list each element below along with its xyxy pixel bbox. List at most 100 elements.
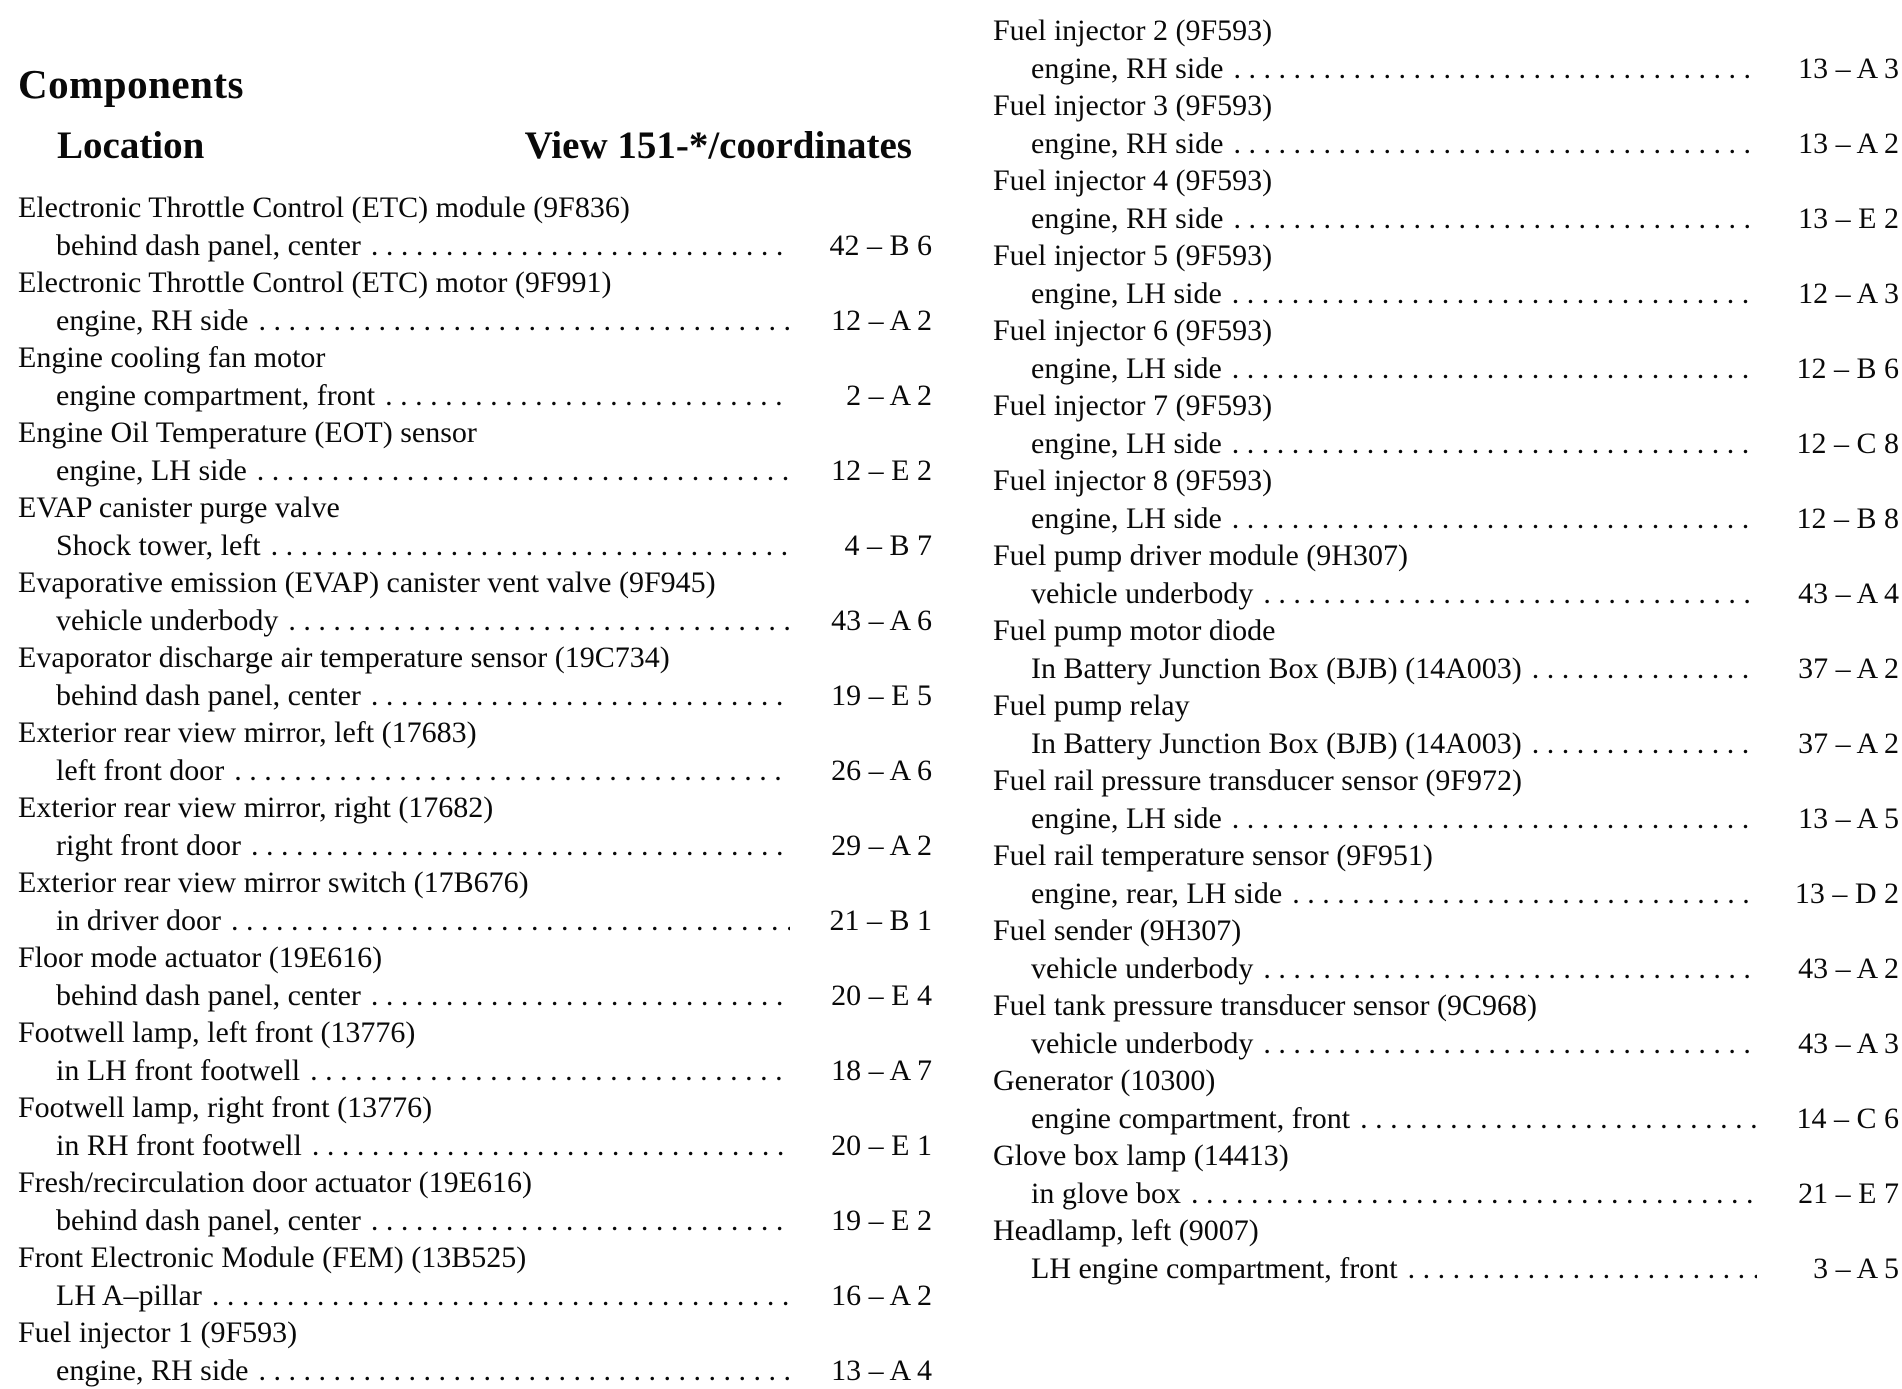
component-coordinates: 43 – A 6: [790, 602, 932, 640]
component-name: Footwell lamp, right front (13776): [18, 1089, 932, 1127]
component-location: LH engine compartment, front: [1031, 1250, 1398, 1288]
component-entry: Evaporative emission (EVAP) canister ven…: [18, 564, 932, 639]
dot-leader: [371, 677, 790, 715]
dot-leader: [1233, 50, 1757, 88]
component-location-line: LH engine compartment, front 3 – A 5: [993, 1250, 1899, 1288]
component-coordinates: 12 – C 8: [1757, 425, 1899, 463]
component-name: Fuel injector 3 (9F593): [993, 87, 1899, 125]
component-coordinates: 13 – A 3: [1757, 50, 1899, 88]
component-location-line: In Battery Junction Box (BJB) (14A003) 37…: [993, 650, 1899, 688]
component-location-line: in RH front footwell20 – E 1: [18, 1127, 932, 1165]
component-location-line: behind dash panel, center42 – B 6: [18, 227, 932, 265]
component-entry: Floor mode actuator (19E616)behind dash …: [18, 939, 932, 1014]
component-location-line: engine, LH side12 – E 2: [18, 452, 932, 490]
component-name: Fuel injector 2 (9F593): [993, 12, 1899, 50]
component-entry: Fuel injector 6 (9F593)engine, LH side12…: [993, 312, 1899, 387]
component-name: Fuel rail pressure transducer sensor (9F…: [993, 762, 1899, 800]
dot-leader: [1263, 1025, 1757, 1063]
component-location-line: Shock tower, left4 – B 7: [18, 527, 932, 565]
component-location-line: engine, LH side 12 – C 8: [993, 425, 1899, 463]
dot-leader: [371, 977, 790, 1015]
dot-leader: [1263, 950, 1757, 988]
dot-leader: [288, 602, 790, 640]
component-name: Fuel sender (9H307): [993, 912, 1899, 950]
component-entry: Glove box lamp (14413)in glove box21 – E…: [993, 1137, 1899, 1212]
component-entry: Fuel injector 1 (9F593)engine, RH side13…: [18, 1314, 932, 1389]
component-location: left front door: [56, 752, 224, 790]
component-location-line: behind dash panel, center19 – E 2: [18, 1202, 932, 1240]
component-name: Fuel pump driver module (9H307): [993, 537, 1899, 575]
component-coordinates: 13 – E 2: [1757, 200, 1899, 238]
component-coordinates: 19 – E 5: [790, 677, 932, 715]
component-location-line: in glove box21 – E 7: [993, 1175, 1899, 1213]
component-name: Front Electronic Module (FEM) (13B525): [18, 1239, 932, 1277]
component-coordinates: 4 – B 7: [790, 527, 932, 565]
component-location-line: in driver door21 – B 1: [18, 902, 932, 940]
component-name: Generator (10300): [993, 1062, 1899, 1100]
dot-leader: [385, 377, 790, 415]
component-name: Fuel injector 8 (9F593): [993, 462, 1899, 500]
component-name: Fuel injector 6 (9F593): [993, 312, 1899, 350]
component-entry: Fuel injector 7 (9F593)engine, LH side 12…: [993, 387, 1899, 462]
component-entry: Exterior rear view mirror switch (17B676…: [18, 864, 932, 939]
component-location-line: engine, RH side 13 – A 3: [993, 50, 1899, 88]
component-location-line: In Battery Junction Box (BJB) (14A003)37…: [993, 725, 1899, 763]
dot-leader: [234, 752, 790, 790]
component-coordinates: 26 – A 6: [790, 752, 932, 790]
component-location-line: behind dash panel, center 19 – E 5: [18, 677, 932, 715]
component-name: Fuel injector 7 (9F593): [993, 387, 1899, 425]
component-coordinates: 14 – C 6: [1757, 1100, 1899, 1138]
component-location-line: vehicle underbody 43 – A 6: [18, 602, 932, 640]
component-coordinates: 16 – A 2: [790, 1277, 932, 1315]
component-coordinates: 37 – A 2: [1757, 650, 1899, 688]
component-location: behind dash panel, center: [56, 977, 361, 1015]
dot-leader: [1532, 650, 1757, 688]
component-name: Fuel injector 1 (9F593): [18, 1314, 932, 1352]
component-location-line: engine, RH side13 – A 4: [18, 1352, 932, 1389]
component-location: vehicle underbody: [56, 602, 278, 640]
column-headers: Location View 151-*/coordinates: [57, 123, 912, 168]
dot-leader: [1191, 1175, 1757, 1213]
component-entry: Fuel sender (9H307)vehicle underbody43 –…: [993, 912, 1899, 987]
component-coordinates: 12 – A 2: [790, 302, 932, 340]
dot-leader: [231, 902, 790, 940]
component-entry: Fuel rail pressure transducer sensor (9F…: [993, 762, 1899, 837]
component-location: engine, RH side: [1031, 50, 1223, 88]
dot-leader: [310, 1052, 790, 1090]
component-entry: Fresh/recirculation door actuator (19E61…: [18, 1164, 932, 1239]
component-location: behind dash panel, center: [56, 1202, 361, 1240]
component-entry: Front Electronic Module (FEM) (13B525)LH…: [18, 1239, 932, 1314]
dot-leader: [212, 1277, 790, 1315]
component-name: Electronic Throttle Control (ETC) module…: [18, 189, 932, 227]
component-coordinates: 12 – B 8: [1757, 500, 1899, 538]
left-column: Components Location View 151-*/coordinat…: [18, 0, 932, 1389]
component-location: engine, LH side: [1031, 425, 1222, 463]
component-coordinates: 13 – A 4: [790, 1352, 932, 1389]
component-location: behind dash panel, center: [56, 677, 361, 715]
component-location: behind dash panel, center: [56, 227, 361, 265]
component-location: engine, LH side: [1031, 275, 1222, 313]
component-location: engine compartment, front: [56, 377, 375, 415]
component-entry: Fuel injector 4 (9F593)engine, RH side13…: [993, 162, 1899, 237]
component-location: In Battery Junction Box (BJB) (14A003): [1031, 650, 1522, 688]
component-coordinates: 43 – A 2: [1757, 950, 1899, 988]
component-location-line: engine, LH side12 – B 8: [993, 500, 1899, 538]
location-header: Location: [57, 123, 204, 168]
component-location: in glove box: [1031, 1175, 1181, 1213]
component-location-line: engine, rear, LH side13 – D 2: [993, 875, 1899, 913]
dot-leader: [251, 827, 790, 865]
component-name: Fuel injector 4 (9F593): [993, 162, 1899, 200]
page-title: Components: [18, 60, 932, 108]
dot-leader: [1233, 125, 1757, 163]
component-name: Fuel tank pressure transducer sensor (9C…: [993, 987, 1899, 1025]
component-location: engine, RH side: [56, 302, 248, 340]
component-location: vehicle underbody: [1031, 1025, 1253, 1063]
component-coordinates: 3 – A 5: [1757, 1250, 1899, 1288]
component-coordinates: 21 – B 1: [790, 902, 932, 940]
component-coordinates: 13 – D 2: [1757, 875, 1899, 913]
component-location: vehicle underbody: [1031, 575, 1253, 613]
